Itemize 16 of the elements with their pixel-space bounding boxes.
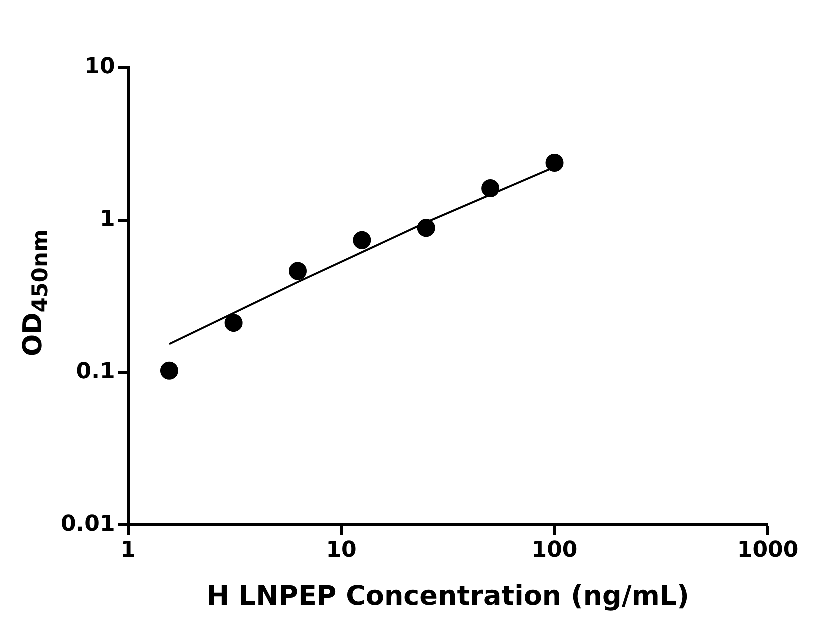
y-tick-label: 10 (84, 54, 116, 80)
point (417, 219, 436, 238)
point (482, 179, 500, 198)
x-tick-label: 1000 (737, 538, 799, 564)
point (160, 362, 178, 380)
x-tick-label: 10 (326, 538, 357, 564)
x-tick-label: 100 (532, 538, 578, 564)
x-tick-label: 1 (120, 538, 136, 564)
point (546, 154, 564, 172)
point (288, 262, 307, 280)
y-tick-label: 0.1 (76, 360, 116, 385)
point (224, 314, 243, 332)
point (353, 231, 372, 250)
y-tick-label: 1 (100, 207, 116, 232)
x-axis-title: H LNPEP Concentration (ng/mL) (206, 580, 690, 612)
y-tick-label: 0.01 (61, 512, 116, 537)
